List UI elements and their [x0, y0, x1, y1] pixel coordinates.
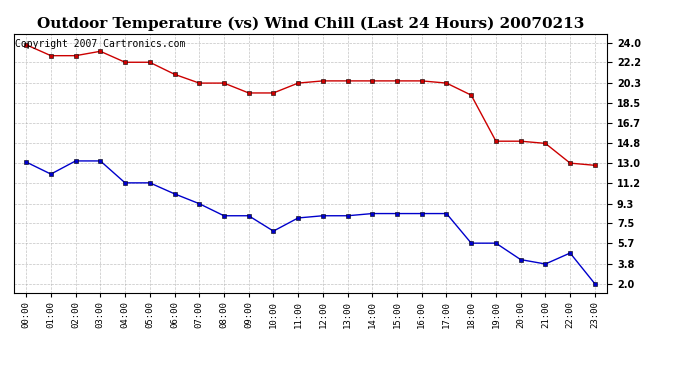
Text: Copyright 2007 Cartronics.com: Copyright 2007 Cartronics.com [15, 39, 186, 49]
Title: Outdoor Temperature (vs) Wind Chill (Last 24 Hours) 20070213: Outdoor Temperature (vs) Wind Chill (Las… [37, 17, 584, 31]
